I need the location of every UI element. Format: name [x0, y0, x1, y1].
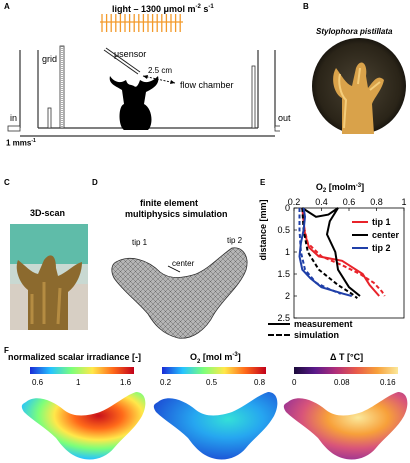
panel-label-c: C [4, 178, 10, 187]
outlet-label: out [278, 113, 291, 123]
distance-arrow [142, 75, 176, 84]
irradiance-tick-3: 1.6 [120, 378, 132, 387]
flow-chamber-label: flow chamber [180, 80, 234, 90]
scan-title: 3D-scan [30, 208, 66, 218]
tip2-label: tip 2 [227, 236, 243, 245]
y-tick-label: 0 [285, 203, 290, 213]
measurement-line-swatch [268, 322, 290, 325]
legend: tip 1 center tip 2 [352, 217, 400, 253]
chart-ylabel: distance [mm] [258, 199, 268, 260]
panel-label-b: B [303, 2, 309, 11]
grid-label: grid [42, 54, 58, 64]
temperature-colorbar [294, 367, 398, 374]
x-tick-label: 1 [401, 197, 406, 207]
oxygen-title: O2 [mol m-3] [190, 352, 241, 365]
3d-scan-photo [10, 224, 88, 330]
oxygen-tick-1: 0.2 [160, 378, 172, 387]
series-line-tip-2-simulation [298, 208, 342, 295]
y-tick-label: 2.5 [277, 313, 290, 323]
temperature-title: Δ T [°C] [330, 352, 364, 362]
fem-mesh [111, 247, 248, 339]
light-label: light – 1300 μmol m-2 s-1 [112, 4, 214, 14]
center-label: center [172, 259, 195, 268]
temperature-render [283, 392, 408, 460]
species-title: Stylophora pistillata [316, 27, 393, 36]
x-tick-label: 0.6 [343, 197, 356, 207]
series-line-center-measurement [301, 207, 361, 297]
irradiance-tick-1: 0.6 [32, 378, 44, 387]
baffle-right [251, 65, 256, 129]
light-rays [100, 14, 183, 32]
series-lines [298, 207, 386, 299]
irradiance-colorbar [30, 367, 134, 374]
baffle-left [47, 107, 52, 129]
y-tick-label: 1.5 [277, 269, 290, 279]
x-tick-label: 0.8 [370, 197, 383, 207]
coral-silhouette [109, 76, 159, 130]
x-tick-label: 0.4 [315, 197, 328, 207]
flow-chamber-diagram [7, 14, 280, 137]
flow-rate-label: 1 mms-1 [6, 138, 36, 148]
usensor-label: μsensor [114, 49, 147, 59]
simulation-line-swatch [268, 333, 290, 336]
legend-label: center [372, 230, 400, 240]
oxygen-colorbar [162, 367, 266, 374]
temperature-tick-3: 0.16 [380, 378, 396, 387]
oxygen-tick-2: 0.5 [206, 378, 218, 387]
simulation-title-1: finite element [140, 198, 199, 208]
y-tick-labels: 0 0.5 1 1.5 2 2.5 [277, 203, 297, 323]
legend-label: tip 1 [372, 217, 391, 227]
sensor-probe [103, 49, 139, 75]
inlet-label: in [10, 113, 18, 123]
panel-label-f: F [4, 346, 9, 355]
panel-label-a: A [4, 2, 10, 11]
temperature-tick-1: 0 [292, 378, 297, 387]
simulation-title-2: multiphysics simulation [125, 209, 228, 219]
oxygen-tick-3: 0.8 [254, 378, 266, 387]
y-tick-label: 2 [285, 291, 290, 301]
style-legend: measurement simulation [268, 318, 353, 340]
y-tick-label: 1 [285, 247, 290, 257]
legend-label: tip 2 [372, 243, 391, 253]
outlet-pipe [274, 125, 280, 132]
series-line-tip-2-measurement [298, 207, 353, 297]
oxygen-render [153, 392, 278, 460]
temperature-tick-2: 0.08 [334, 378, 350, 387]
irradiance-tick-2: 1 [76, 378, 81, 387]
panel-label-e: E [260, 178, 266, 187]
distance-label: 2.5 cm [148, 66, 173, 75]
o2-profile-chart: O2 [molm-3] distance [mm] 0.2 0.4 0.6 0.8 1 … [258, 182, 407, 323]
irradiance-title: normalized scalar irradiance [-] [8, 352, 142, 362]
x-tick-labels: 0.2 0.4 0.6 0.8 1 [288, 197, 407, 211]
panel-label-d: D [92, 178, 98, 187]
x-tick-label: 0.2 [288, 197, 301, 207]
y-tick-label: 0.5 [277, 225, 290, 235]
tip1-label: tip 1 [132, 238, 148, 247]
inlet-pipe [7, 125, 21, 132]
chart-xlabel: O2 [molm-3] [316, 182, 364, 194]
coral-photo [312, 38, 406, 134]
irradiance-render [21, 392, 146, 460]
